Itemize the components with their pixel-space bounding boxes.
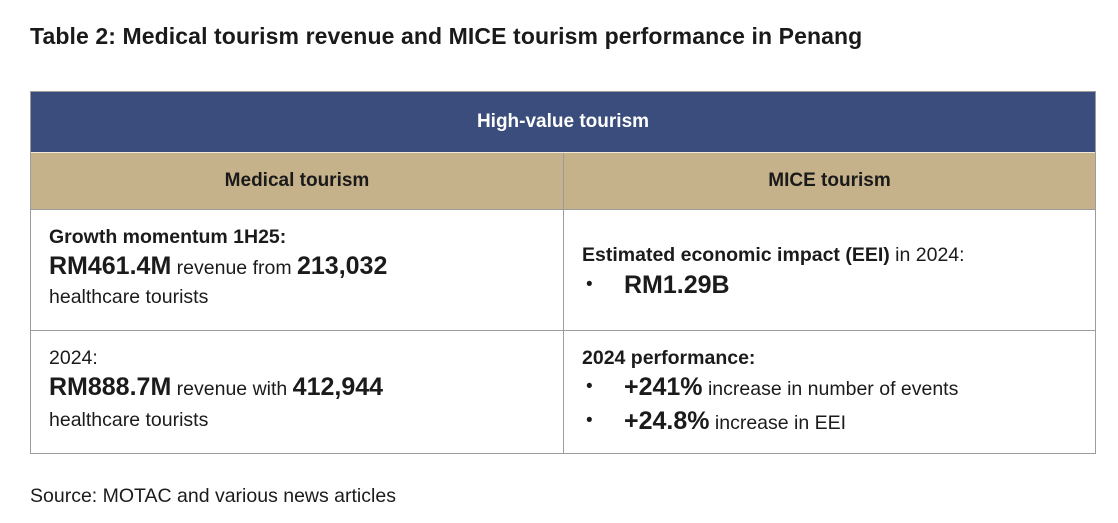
column-header-medical: Medical tourism (31, 153, 564, 209)
medical-2024-label: 2024: (49, 347, 98, 369)
mice-2024-events-text: increase in number of events (702, 378, 959, 400)
mice-2024-events-value: +241% (624, 373, 703, 401)
mice-eei-bullet-item: • RM1.29B (582, 268, 1077, 304)
medical-1h25-revenue: RM461.4M (49, 252, 172, 280)
medical-1h25-mid: revenue from (171, 257, 297, 279)
mice-2024-bullet-item: • +24.8% increase in EEI (582, 405, 1077, 439)
table-row: 2024: RM888.7M revenue with 412,944 heal… (31, 330, 1095, 453)
medical-1h25-tourists: 213,032 (297, 252, 388, 280)
medical-1h25-label: Growth momentum 1H25: (49, 226, 287, 248)
medical-2024-revenue-line: RM888.7M revenue with 412,944 (49, 371, 545, 405)
medical-2024-revenue: RM888.7M (49, 373, 172, 401)
table-row: Growth momentum 1H25: RM461.4M revenue f… (31, 209, 1095, 330)
medical-cell-1h25: Growth momentum 1H25: RM461.4M revenue f… (31, 210, 564, 330)
mice-eei-label-bold: Estimated economic impact (EEI) (582, 244, 890, 266)
column-header-row: Medical tourism MICE tourism (31, 152, 1095, 209)
bullet-icon: • (586, 274, 593, 295)
medical-1h25-revenue-line: RM461.4M revenue from 213,032 (49, 249, 545, 285)
mice-2024-eei-text: increase in EEI (709, 412, 847, 434)
medical-cell-2024: 2024: RM888.7M revenue with 412,944 heal… (31, 331, 564, 453)
mice-2024-bullet-item: • +241% increase in number of events (582, 371, 1077, 405)
bullet-icon: • (586, 410, 593, 431)
mice-cell-eei: Estimated economic impact (EEI) in 2024:… (564, 210, 1095, 330)
mice-2024-label: 2024 performance: (582, 347, 756, 369)
medical-2024-mid: revenue with (171, 378, 293, 400)
medical-1h25-suffix: healthcare tourists (49, 286, 209, 308)
bullet-icon: • (586, 376, 593, 397)
tourism-table: High-value tourism Medical tourism MICE … (30, 91, 1096, 454)
table-banner: High-value tourism (31, 92, 1095, 152)
medical-2024-tourists: 412,944 (292, 373, 384, 401)
mice-eei-label-rest: in 2024: (889, 244, 965, 266)
column-header-mice: MICE tourism (768, 170, 891, 191)
mice-cell-2024: 2024 performance: • +241% increase in nu… (564, 331, 1095, 453)
mice-2024-eei-value: +24.8% (624, 407, 710, 435)
medical-2024-suffix: healthcare tourists (49, 409, 209, 431)
table-title: Table 2: Medical tourism revenue and MIC… (30, 23, 863, 49)
mice-eei-label: Estimated economic impact (EEI) in 2024: (582, 242, 1077, 268)
mice-eei-value: RM1.29B (624, 271, 730, 299)
source-note: Source: MOTAC and various news articles (30, 485, 396, 507)
